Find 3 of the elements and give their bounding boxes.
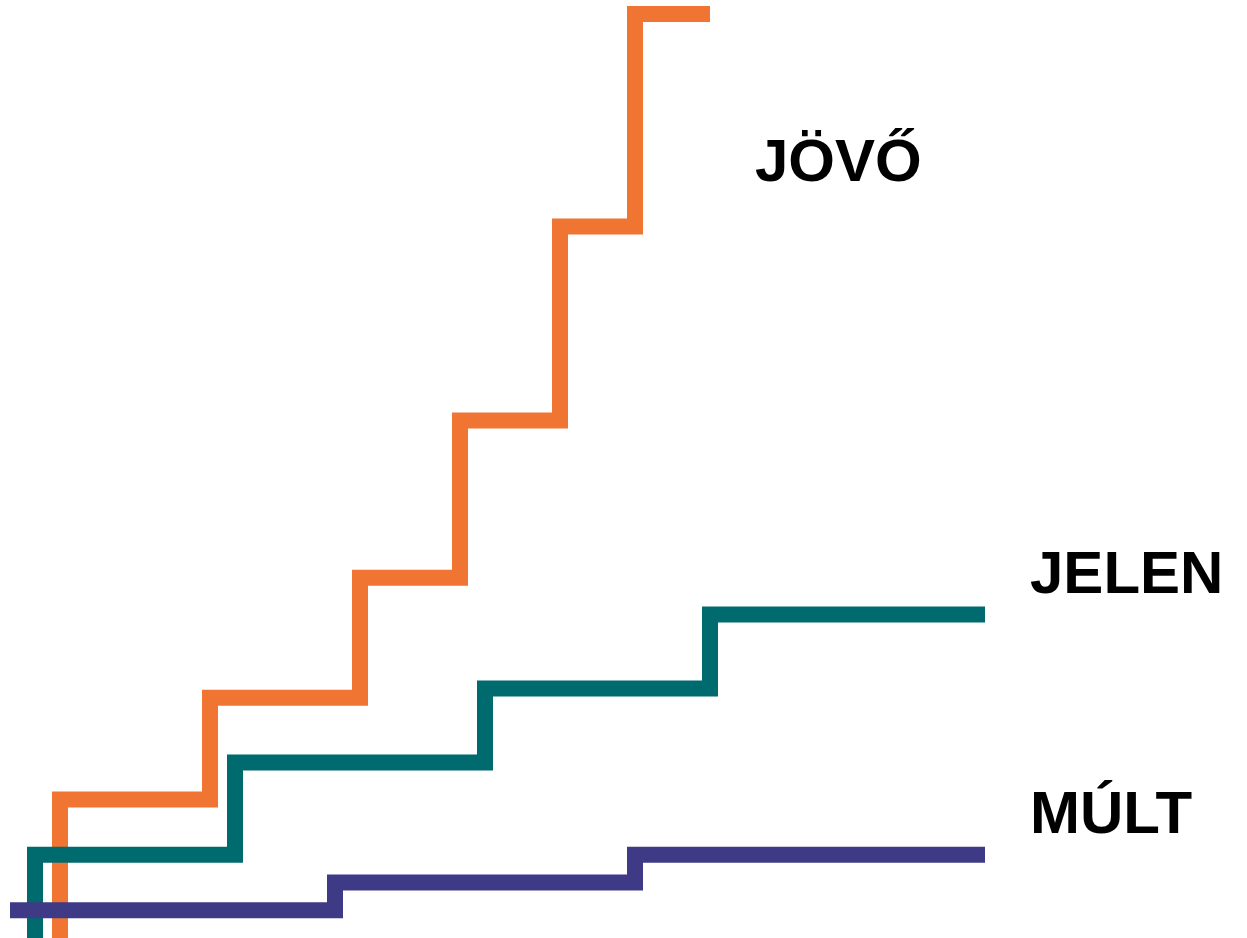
series-label: JELEN (1030, 539, 1224, 607)
series-label: MÚLT (1030, 779, 1193, 847)
series-label: JÖVŐ (755, 126, 922, 194)
